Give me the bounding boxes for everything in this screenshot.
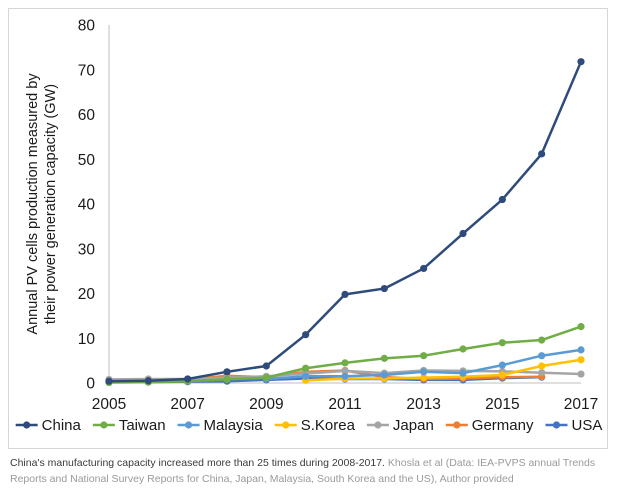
legend-swatch-marker: [552, 421, 561, 429]
y-axis-label: Annual PV cells production measured by th…: [25, 73, 59, 335]
data-point-china: [380, 284, 388, 293]
data-point-malaysia: [420, 368, 428, 376]
legend-item-china: China: [15, 417, 82, 434]
x-tick-label: 2009: [249, 396, 283, 413]
data-point-s-korea: [420, 374, 428, 382]
data-point-malaysia: [302, 372, 310, 380]
legend-label: Malaysia: [204, 417, 264, 434]
legend-label: USA: [571, 417, 602, 434]
legend-swatch-marker: [282, 421, 290, 429]
data-point-taiwan: [538, 336, 546, 344]
data-point-malaysia: [577, 346, 585, 354]
series-lines: [105, 58, 585, 387]
data-point-japan: [341, 367, 349, 375]
legend: China Taiwan Malaysia S.Korea Japan Germany US…: [15, 417, 602, 434]
data-point-china: [302, 331, 310, 339]
data-point-taiwan: [341, 359, 349, 367]
x-tick-label: 2015: [485, 396, 519, 413]
data-point-china: [262, 362, 270, 370]
y-tick-label: 0: [86, 376, 95, 393]
data-point-malaysia: [538, 352, 546, 360]
legend-label: Germany: [472, 417, 534, 434]
data-point-taiwan: [577, 323, 585, 331]
axes: [108, 25, 581, 384]
series-malaysia: [262, 346, 585, 383]
x-tick-label: 2017: [564, 396, 598, 413]
legend-swatch-marker: [184, 421, 193, 429]
legend-swatch-marker: [23, 421, 31, 429]
data-point-china: [105, 377, 113, 385]
data-point-taiwan: [262, 374, 270, 382]
data-point-taiwan: [498, 339, 506, 347]
data-point-taiwan: [420, 352, 428, 360]
data-point-malaysia: [459, 369, 467, 377]
data-point-japan: [538, 369, 546, 377]
legend-label: S.Korea: [301, 417, 356, 434]
y-tick-label: 80: [78, 18, 96, 35]
legend-swatch-marker: [100, 421, 108, 429]
x-tick-label: 2013: [406, 396, 440, 413]
data-point-taiwan: [459, 345, 467, 353]
x-tick-label: 2005: [92, 396, 126, 413]
legend-item-usa: USA: [545, 417, 602, 434]
y-tick-label: 30: [78, 241, 96, 258]
y-axis-label-line: Annual PV cells production measured by: [25, 73, 41, 335]
figure-caption: China's manufacturing capacity increased…: [10, 455, 610, 487]
legend-item-taiwan: Taiwan: [92, 417, 166, 434]
line-chart: Annual PV cells production measured by th…: [15, 18, 602, 434]
caption-text: China's manufacturing capacity increased…: [10, 457, 385, 469]
y-tick-label: 70: [78, 62, 96, 79]
data-point-china: [184, 375, 192, 383]
data-point-taiwan: [380, 354, 388, 362]
data-point-japan: [577, 370, 585, 378]
legend-label: China: [42, 417, 82, 434]
series-line-china: [108, 61, 583, 383]
legend-swatch-marker: [374, 421, 382, 429]
series-line-s-korea: [305, 358, 582, 382]
x-tick-label: 2007: [170, 396, 204, 413]
y-tick-label: 40: [78, 197, 96, 214]
data-point-taiwan: [223, 375, 231, 384]
data-point-s-korea: [498, 371, 506, 379]
data-point-china: [420, 264, 428, 273]
data-point-china: [459, 229, 467, 238]
data-point-malaysia: [380, 371, 388, 379]
data-point-s-korea: [577, 356, 585, 364]
y-tick-label: 50: [78, 152, 96, 169]
data-point-malaysia: [498, 361, 506, 369]
x-tick-label: 2011: [328, 396, 361, 413]
legend-item-malaysia: Malaysia: [177, 417, 264, 434]
data-point-china: [341, 290, 349, 298]
y-tick-label: 10: [78, 331, 96, 348]
legend-label: Japan: [393, 417, 434, 434]
tick-labels: 0 10 20 30 40 50 60 70 80 2005 2007 2009 2011 2013 201…: [78, 18, 598, 414]
legend-item-japan: Japan: [366, 417, 434, 434]
y-tick-label: 60: [78, 107, 96, 124]
caption-credit: Khosla et al (Data: IEA-PVPS annual Tren…: [10, 457, 596, 485]
legend-item-s-korea: S.Korea: [274, 417, 356, 434]
legend-swatch-marker: [453, 421, 461, 429]
series-china: [105, 58, 585, 385]
data-point-china: [223, 368, 231, 376]
data-point-china: [538, 150, 546, 158]
data-point-china: [144, 377, 152, 385]
y-tick-label: 20: [78, 286, 96, 303]
legend-label: Taiwan: [119, 417, 166, 434]
data-point-malaysia: [341, 372, 349, 380]
y-axis-label-line: their power generation capacity (GW): [43, 84, 59, 324]
legend-item-germany: Germany: [445, 417, 534, 434]
data-point-china: [577, 58, 585, 66]
data-point-taiwan: [302, 364, 310, 372]
data-point-china: [498, 195, 506, 204]
chart-frame: Annual PV cells production measured by th…: [8, 8, 608, 449]
data-point-s-korea: [538, 362, 546, 370]
